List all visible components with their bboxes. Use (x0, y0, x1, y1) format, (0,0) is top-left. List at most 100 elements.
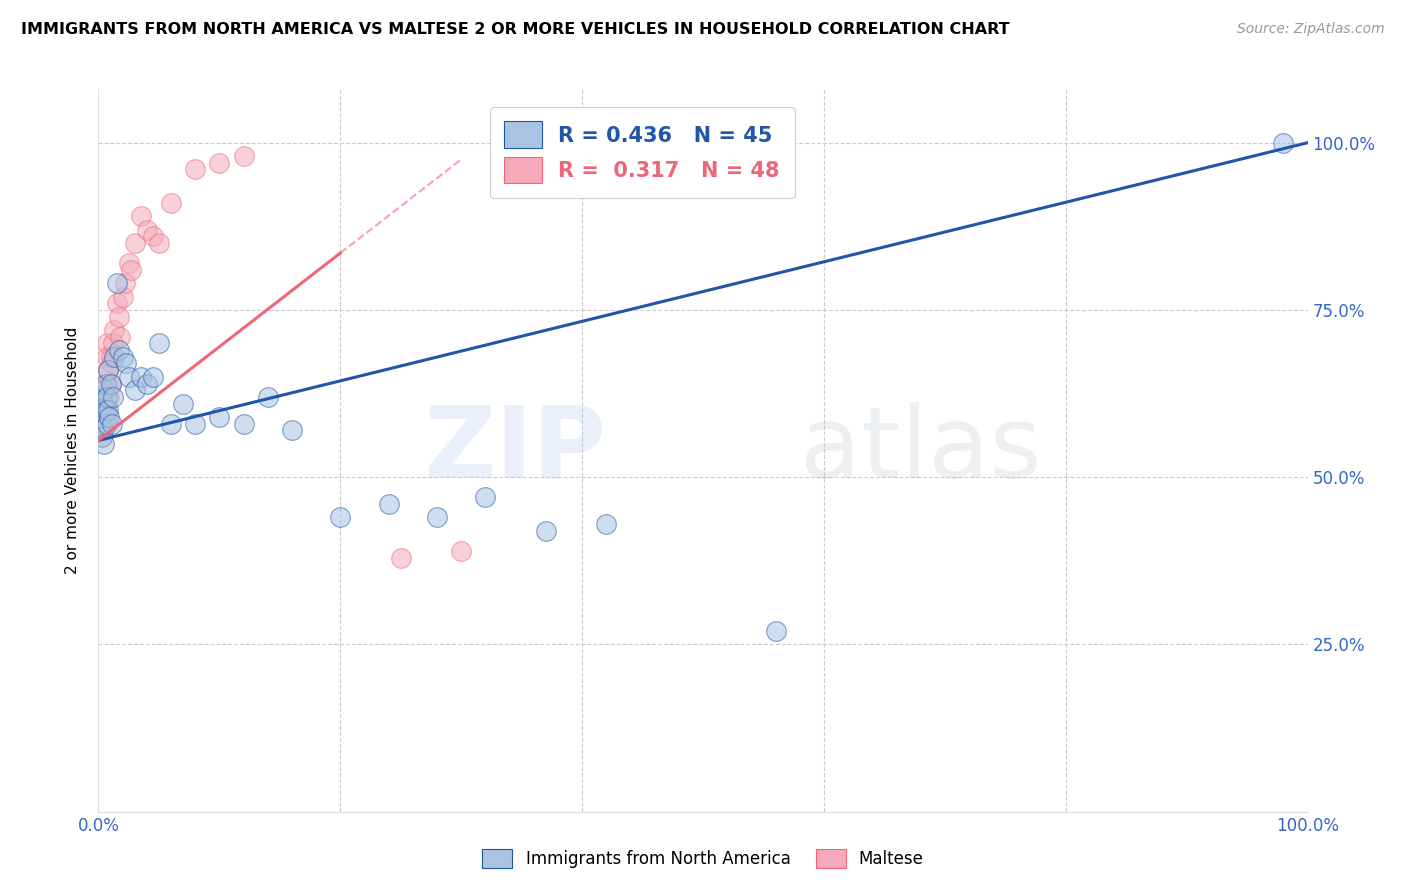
Point (90, 417, 112, 431)
Text: Source: ZipAtlas.com: Source: ZipAtlas.com (1237, 22, 1385, 37)
Y-axis label: 2 or more Vehicles in Household: 2 or more Vehicles in Household (65, 326, 80, 574)
Point (129, 210, 152, 224)
Point (96, 336, 118, 351)
Point (232, 417, 254, 431)
Point (389, 550, 412, 565)
Point (135, 376, 157, 391)
Point (91, 424, 114, 438)
Point (90, 384, 112, 398)
Point (94, 410, 117, 425)
Point (142, 369, 165, 384)
Point (108, 343, 131, 358)
Point (281, 424, 304, 438)
Point (100, 350, 122, 364)
Point (89, 390, 111, 404)
Point (118, 256, 141, 270)
Point (129, 369, 152, 384)
Point (111, 289, 134, 303)
Point (108, 330, 131, 344)
Text: atlas: atlas (800, 402, 1042, 499)
Point (172, 396, 194, 410)
Point (93, 384, 115, 398)
Point (160, 195, 183, 210)
Point (91, 430, 114, 444)
Point (142, 229, 165, 244)
Point (160, 417, 183, 431)
Point (98, 390, 121, 404)
Point (1272, 136, 1295, 150)
Point (100, 356, 122, 371)
Point (91, 417, 114, 431)
Point (91, 390, 114, 404)
Text: IMMIGRANTS FROM NORTH AMERICA VS MALTESE 2 OR MORE VEHICLES IN HOUSEHOLD CORRELA: IMMIGRANTS FROM NORTH AMERICA VS MALTESE… (21, 22, 1010, 37)
Point (148, 236, 170, 251)
Point (96, 350, 118, 364)
Text: ZIP: ZIP (423, 402, 606, 499)
Point (124, 236, 146, 251)
Point (135, 223, 157, 237)
Point (108, 310, 131, 324)
Point (94, 376, 117, 391)
Point (103, 350, 125, 364)
Point (148, 336, 170, 351)
Point (595, 517, 617, 532)
Point (91, 410, 114, 425)
Point (100, 376, 122, 391)
Point (90, 410, 112, 425)
Point (93, 403, 115, 417)
Point (114, 277, 136, 291)
Point (534, 524, 557, 538)
Point (765, 624, 787, 639)
Legend: Immigrants from North America, Maltese: Immigrants from North America, Maltese (475, 842, 931, 875)
Point (97, 363, 120, 377)
Point (90, 396, 112, 410)
Point (96, 390, 118, 404)
Point (93, 390, 115, 404)
Point (90, 424, 112, 438)
Point (91, 396, 114, 410)
Point (111, 350, 134, 364)
Point (94, 403, 117, 417)
Point (89, 417, 111, 431)
Point (101, 336, 124, 351)
Point (256, 390, 278, 404)
Point (100, 417, 122, 431)
Point (184, 417, 207, 431)
Point (103, 323, 125, 337)
Point (232, 149, 254, 163)
Point (105, 277, 128, 291)
Point (100, 376, 122, 391)
Point (208, 410, 231, 425)
Point (377, 497, 399, 511)
Point (89, 403, 111, 417)
Point (97, 403, 120, 417)
Point (105, 296, 128, 310)
Point (124, 384, 146, 398)
Point (115, 356, 138, 371)
Point (184, 162, 207, 177)
Point (474, 491, 496, 505)
Point (120, 263, 142, 277)
Point (90, 390, 112, 404)
Point (94, 396, 117, 410)
Point (89, 403, 111, 417)
Point (93, 417, 115, 431)
Point (101, 390, 124, 404)
Point (91, 410, 114, 425)
Point (93, 376, 115, 391)
Point (91, 396, 114, 410)
Point (208, 156, 231, 170)
Point (93, 436, 115, 450)
Point (97, 376, 120, 391)
Point (91, 430, 114, 444)
Legend: R = 0.436   N = 45, R =  0.317   N = 48: R = 0.436 N = 45, R = 0.317 N = 48 (489, 107, 794, 198)
Point (91, 403, 114, 417)
Point (98, 410, 121, 425)
Point (426, 510, 449, 524)
Point (450, 543, 472, 558)
Point (96, 417, 118, 431)
Point (91, 424, 114, 438)
Point (118, 369, 141, 384)
Point (97, 363, 120, 377)
Point (329, 510, 352, 524)
